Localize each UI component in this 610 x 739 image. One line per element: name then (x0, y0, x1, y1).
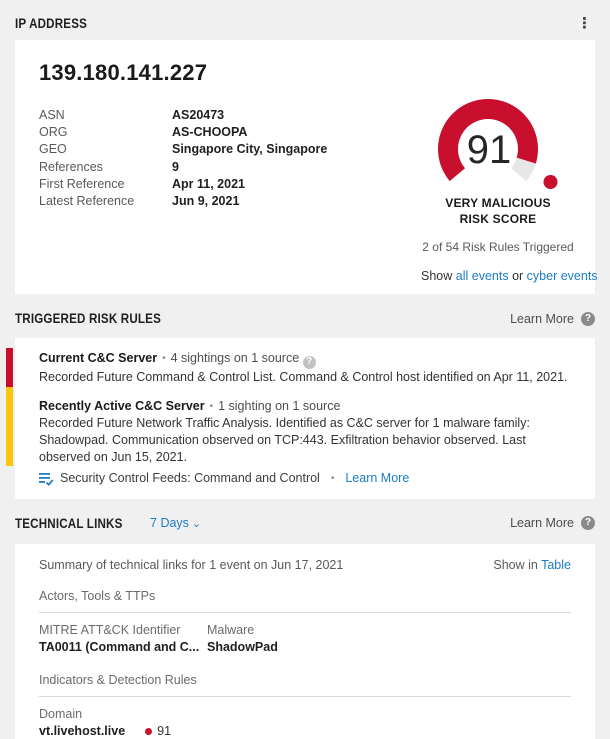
domain-risk-score: 91 (157, 723, 172, 738)
period-dropdown[interactable]: 7 Days ⌄ (150, 516, 202, 530)
rule-help-icon[interactable]: ? (302, 355, 316, 369)
feed-learn-more-link[interactable]: Learn More (345, 470, 410, 485)
attr-row-references: References 9 (39, 159, 571, 176)
attr-row-asn: ASN AS20473 (39, 107, 571, 124)
risk-gauge-arc: 91 (437, 98, 558, 189)
gauge-empty-arc (511, 157, 536, 182)
entity-summary-card: 139.180.141.227 ASN AS20473 ORG AS-CHOOP… (15, 40, 598, 294)
cyber-events-link[interactable]: cyber events (526, 269, 598, 283)
risk-rule-recently-active-cc-server: Recently Active C&C Server • 1 sighting on… (39, 398, 571, 487)
attr-value: AS20473 (172, 108, 225, 122)
domain-label: Domain (39, 706, 83, 721)
triggered-risk-rules-title: TRIGGERED RISK RULES (15, 311, 161, 326)
attr-row-latest-reference: Latest Reference Jun 9, 2021 (39, 193, 571, 210)
triggered-risk-rules-header: TRIGGERED RISK RULES Learn More ? (15, 311, 595, 326)
attr-label: ORG (39, 125, 68, 140)
attck-column: MITRE ATT&CK Identifier TA0011 (Command … (39, 622, 207, 656)
show-events-line: Show all events or cyber events (421, 269, 598, 283)
attr-value: Singapore City, Singapore (172, 142, 328, 157)
group-indicators-detection-rules: Indicators & Detection Rules (39, 672, 197, 687)
divider (39, 611, 571, 613)
attr-label: References (39, 159, 103, 174)
domain-risk-score-badge: 91 (145, 723, 171, 739)
attr-value: Jun 9, 2021 (172, 194, 240, 209)
show-word: Show (421, 269, 453, 283)
technical-links-title: TECHNICAL LINKS (15, 515, 123, 531)
attck-malware-row: MITRE ATT&CK Identifier TA0011 (Command … (39, 622, 571, 656)
attck-value-link[interactable]: TA0011 (Command and C... (39, 639, 200, 654)
risk-score-value: 91 (467, 128, 512, 172)
learn-more-label[interactable]: Learn More (510, 516, 574, 530)
technical-links-summary-row: Summary of technical links for 1 event o… (39, 558, 571, 572)
risk-level-label: VERY MALICIOUS RISK SCORE (421, 195, 575, 227)
attr-label: Latest Reference (39, 194, 135, 209)
divider (39, 695, 571, 697)
domain-column: Domain vt.livehost.live 91 (39, 706, 171, 739)
help-icon[interactable]: ? (581, 311, 595, 326)
rule-title-line: Recently Active C&C Server • 1 sighting on… (39, 398, 571, 415)
attr-row-org: ORG AS-CHOOPA (39, 124, 571, 141)
show-in-table: Show in Table (493, 558, 571, 572)
summary-text: Summary of technical links for 1 event o… (39, 557, 344, 572)
domain-value-link[interactable]: vt.livehost.live (39, 723, 126, 738)
risk-rule-current-cc-server: Current C&C Server • 4 sightings on 1 sour… (39, 350, 571, 386)
or-word: or (512, 269, 524, 283)
gauge-filled-arc (437, 98, 538, 182)
group-actors-tools-ttps: Actors, Tools & TTPs (39, 588, 156, 603)
technical-links-header: TECHNICAL LINKS 7 Days ⌄ Learn More ? (15, 516, 595, 531)
severity-bar-very-malicious (6, 348, 13, 387)
attribute-table: ASN AS20473 ORG AS-CHOOPA GEO Singapore … (39, 107, 571, 210)
severity-bar-suspicious (6, 387, 13, 466)
all-events-link[interactable]: all events (455, 269, 509, 283)
help-icon[interactable]: ? (581, 516, 595, 530)
attr-label: First Reference (39, 176, 125, 191)
rule-title-line: Current C&C Server • 4 sightings on 1 sour… (39, 350, 571, 369)
bullet-separator: • (162, 353, 166, 364)
attr-value: Apr 11, 2021 (172, 176, 245, 191)
risk-level-line1: VERY MALICIOUS (445, 196, 551, 210)
rule-sightings: 1 sighting on 1 source (218, 398, 341, 413)
panel-title: IP ADDRESS (15, 15, 88, 31)
learn-more-label[interactable]: Learn More (510, 311, 574, 326)
rules-triggered-count: 2 of 54 Risk Rules Triggered (422, 240, 574, 254)
bullet-separator: • (209, 400, 214, 412)
malware-value-link[interactable]: ShadowPad (207, 639, 278, 654)
ip-address-title: 139.180.141.227 (39, 60, 208, 85)
feed-label: Security Control Feeds: Command and Cont… (60, 470, 320, 485)
rule-name: Current C&C Server (39, 351, 158, 365)
gauge-end-dot (543, 175, 558, 189)
technical-links-card: Summary of technical links for 1 event o… (15, 543, 595, 739)
chevron-down-icon[interactable]: ⌄ (191, 518, 202, 530)
rule-name: Recently Active C&C Server (39, 398, 205, 413)
attr-value: 9 (172, 159, 179, 174)
list-check-icon (39, 471, 54, 486)
rule-description: Recorded Future Network Traffic Analysis… (39, 415, 530, 464)
domain-row: Domain vt.livehost.live 91 (39, 706, 571, 739)
risk-level-line2: RISK SCORE (459, 212, 537, 226)
rule-description: Recorded Future Command & Control List. … (39, 369, 568, 384)
technical-links-learn-more[interactable]: Learn More ? (510, 516, 595, 530)
risk-rules-learn-more[interactable]: Learn More ? (510, 311, 595, 326)
rule-sightings: 4 sightings on 1 source (170, 351, 300, 365)
bullet-separator: • (330, 472, 335, 484)
malware-column: Malware ShadowPad (207, 622, 375, 656)
attr-label: GEO (39, 142, 67, 157)
attr-row-geo: GEO Singapore City, Singapore (39, 141, 571, 158)
attr-label: ASN (39, 108, 65, 122)
malware-label: Malware (207, 622, 255, 637)
attck-label: MITRE ATT&CK Identifier (39, 622, 181, 637)
table-link[interactable]: Table (541, 557, 571, 572)
attr-value: AS-CHOOPA (172, 125, 248, 140)
panel-header: IP ADDRESS ⋮ (15, 0, 595, 33)
risk-score-gauge: 91 VERY MALICIOUS RISK SCORE 2 of 54 Ris… (421, 92, 598, 283)
security-control-feed-line: Security Control Feeds: Command and Cont… (39, 470, 571, 487)
show-in-label: Show in (493, 557, 538, 572)
attr-row-first-reference: First Reference Apr 11, 2021 (39, 176, 571, 193)
risk-dot-icon (145, 727, 153, 735)
triggered-risk-rules-card: Current C&C Server • 4 sightings on 1 sour… (6, 338, 595, 499)
kebab-menu-icon[interactable]: ⋮ (577, 15, 592, 32)
